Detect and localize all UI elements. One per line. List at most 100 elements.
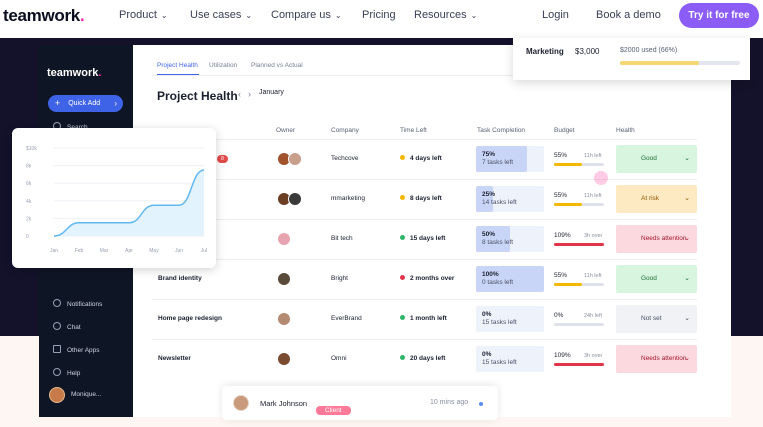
bell-icon xyxy=(53,299,61,307)
y-tick-label: 4k xyxy=(26,199,32,205)
chevron-down-icon: ⌄ xyxy=(160,11,168,20)
column-header-company: Company xyxy=(331,127,359,134)
book-demo-link[interactable]: Book a demo xyxy=(596,9,661,21)
nav-use-cases[interactable]: Use cases ⌄ xyxy=(190,9,253,21)
health-dropdown[interactable]: Not set ⌄ xyxy=(616,305,697,333)
budget-bar xyxy=(554,163,604,166)
owner-avatar[interactable] xyxy=(277,272,291,286)
unread-dot xyxy=(479,402,483,406)
commenter-name: Mark Johnson xyxy=(260,399,308,408)
owner-avatar[interactable] xyxy=(288,192,302,206)
x-tick-label: Jun xyxy=(175,248,183,254)
task-completion-bar[interactable]: 75% 7 tasks left xyxy=(476,146,544,172)
chevron-down-icon: ⌄ xyxy=(334,11,342,20)
owner-avatar[interactable] xyxy=(288,152,302,166)
sidebar-item-help[interactable]: Help xyxy=(53,368,80,377)
task-completion-bar[interactable]: 0% 15 tasks left xyxy=(476,346,544,372)
task-completion-text: 75% 7 tasks left xyxy=(482,151,514,166)
task-completion-text: 25% 14 tasks left xyxy=(482,191,517,206)
chevron-left-icon[interactable]: ‹ xyxy=(238,89,241,99)
user-avatar[interactable] xyxy=(49,387,65,403)
task-completion-text: 0% 15 tasks left xyxy=(482,311,517,326)
help-icon xyxy=(53,368,61,376)
x-tick-label: Jul xyxy=(201,248,207,254)
chevron-down-icon: ⌄ xyxy=(684,355,690,362)
health-dropdown[interactable]: Good ⌄ xyxy=(616,145,697,173)
budget-percent: 55% xyxy=(554,152,568,159)
owner-avatar[interactable] xyxy=(277,232,291,246)
tab-planned-vs-actual[interactable]: Planned vs Actual xyxy=(251,62,303,69)
task-completion-bar[interactable]: 0% 15 tasks left xyxy=(476,306,544,332)
budget-bar-fill xyxy=(554,163,582,166)
chevron-down-icon: ⌄ xyxy=(245,11,253,20)
budget-percent: 55% xyxy=(554,272,568,279)
status-dot xyxy=(400,275,405,280)
task-completion-text: 50% 8 tasks left xyxy=(482,231,514,246)
chevron-right-icon[interactable]: › xyxy=(248,89,251,99)
login-link[interactable]: Login xyxy=(542,9,569,21)
sidebar-item-notifications[interactable]: Notifications xyxy=(53,299,102,308)
budget-remaining: 11h left xyxy=(584,153,602,159)
status-dot xyxy=(400,155,405,160)
chevron-down-icon: ⌄ xyxy=(684,315,690,322)
chevron-down-icon: ⌄ xyxy=(684,195,690,202)
budget-bar-fill xyxy=(554,203,582,206)
time-left: 2 months over xyxy=(400,275,454,282)
task-completion-text: 100% 0 tasks left xyxy=(482,271,514,286)
company-name: EverBrand xyxy=(331,315,362,322)
owner-avatar[interactable] xyxy=(277,352,291,366)
project-name[interactable]: Newsletter xyxy=(158,355,191,362)
time-left: 20 days left xyxy=(400,355,445,362)
budget-bar-fill xyxy=(554,363,604,366)
brand-logo[interactable]: teamwork. xyxy=(3,6,85,25)
nav-product[interactable]: Product ⌄ xyxy=(119,9,168,21)
nav-resources[interactable]: Resources ⌄ xyxy=(414,9,478,21)
health-dropdown[interactable]: At risk ⌄ xyxy=(616,185,697,213)
budget-bar xyxy=(554,323,604,326)
page-title: Project Health xyxy=(157,89,238,103)
status-dot xyxy=(400,235,405,240)
column-header-task-completion: Task Completion xyxy=(477,127,526,134)
health-dropdown[interactable]: Needs attention ⌄ xyxy=(616,225,697,253)
try-free-button[interactable]: Try it for free xyxy=(679,3,759,28)
budget-remaining: 24h left xyxy=(584,313,603,319)
row-divider xyxy=(152,219,697,220)
budget-progress-track xyxy=(620,61,740,65)
tab-utilization[interactable]: Utilization xyxy=(209,62,238,69)
task-completion-bar[interactable]: 25% 14 tasks left xyxy=(476,186,544,212)
task-completion-bar[interactable]: 50% 8 tasks left xyxy=(476,226,544,252)
y-tick-label: 2k xyxy=(26,216,32,222)
x-tick-label: May xyxy=(149,248,159,254)
chat-icon xyxy=(53,322,61,330)
health-dropdown[interactable]: Needs attention ⌄ xyxy=(616,345,697,373)
user-name[interactable]: Monique... xyxy=(71,391,102,398)
top-navigation: teamwork. Product ⌄ Use cases ⌄ Compare us… xyxy=(0,0,763,38)
task-completion-bar[interactable]: 100% 0 tasks left xyxy=(476,266,544,292)
quick-add-button[interactable]: + Quick Add › xyxy=(48,95,123,112)
budget-amount: $3,000 xyxy=(575,47,600,56)
project-name[interactable]: Home page redesign xyxy=(158,315,222,322)
chart-card: 0 2k 4k 6k 8k $10k Jan Feb Mar Apr May Jun Jul xyxy=(12,128,216,268)
nav-compare-us[interactable]: Compare us ⌄ xyxy=(271,9,342,21)
chevron-down-icon: ⌄ xyxy=(684,235,690,242)
owner-avatar[interactable] xyxy=(277,312,291,326)
row-divider xyxy=(152,339,697,340)
budget-bar xyxy=(554,243,604,246)
y-tick-label: $10k xyxy=(26,146,37,152)
budget-percent: 109% xyxy=(554,352,571,359)
sidebar-item-chat[interactable]: Chat xyxy=(53,322,81,331)
tab-project-health[interactable]: Project Health xyxy=(157,62,198,69)
health-dropdown[interactable]: Good ⌄ xyxy=(616,265,697,293)
sidebar-item-other-apps[interactable]: Other Apps xyxy=(53,345,100,354)
notification-badge: 8 xyxy=(217,155,228,163)
budget-bar-fill xyxy=(554,283,582,286)
time-left: 15 days left xyxy=(400,235,445,242)
row-divider xyxy=(152,139,697,140)
comment-card: Mark Johnson Client 10 mins ago xyxy=(222,386,498,420)
nav-pricing[interactable]: Pricing xyxy=(362,9,396,21)
row-divider xyxy=(152,179,697,180)
project-name[interactable]: Brand identity xyxy=(158,275,202,282)
budget-remaining: 3h over xyxy=(584,233,603,239)
mouse-cursor xyxy=(594,171,608,185)
budget-percent: 55% xyxy=(554,192,568,199)
